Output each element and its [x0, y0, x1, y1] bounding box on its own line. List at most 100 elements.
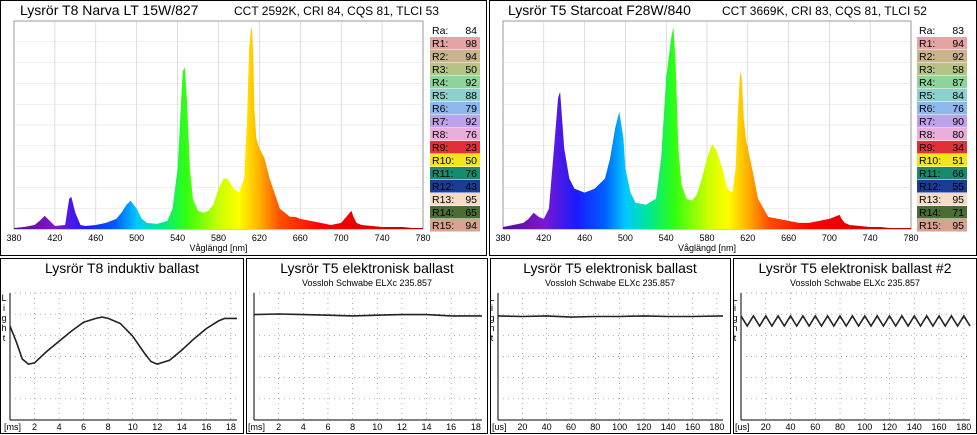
y-axis-label-char: i — [3, 303, 5, 313]
cri-label: R13: — [919, 194, 941, 206]
x-tick-label: 380 — [495, 233, 510, 243]
y-axis-label-char: h — [1, 323, 6, 333]
waveform-line — [9, 316, 237, 365]
x-tick-label: 40 — [542, 422, 552, 432]
cri-value: 58 — [952, 64, 964, 76]
x-tick-label: 180 — [709, 422, 724, 432]
x-tick-label: 10 — [372, 422, 382, 432]
cri-value: 43 — [465, 181, 477, 193]
cri-row-bg — [430, 219, 480, 232]
x-unit-label: [ms] — [4, 422, 21, 432]
cri-row-bg — [430, 89, 480, 102]
x-tick-label: 780 — [415, 233, 430, 243]
chart-title: Lysrör T5 elektronisk ballast — [523, 260, 697, 276]
x-tick-label: 20 — [517, 422, 527, 432]
waveform-line — [740, 314, 971, 328]
cri-value: 79 — [465, 103, 477, 115]
cri-row-bg — [430, 37, 480, 50]
cri-value: 80 — [952, 129, 964, 141]
x-tick-label: 120 — [882, 422, 897, 432]
cri-row-bg — [917, 206, 967, 219]
cri-row-bg — [430, 180, 480, 193]
cri-value: 95 — [952, 194, 964, 206]
y-axis-label-char: t — [491, 333, 494, 343]
x-tick-label: 2 — [276, 422, 281, 432]
cri-label: R9: — [432, 142, 448, 154]
x-tick-label: 780 — [903, 233, 918, 243]
cri-label: R3: — [919, 64, 935, 76]
cri-row-bg — [917, 115, 967, 128]
cri-label: Ra: — [432, 25, 448, 37]
x-tick-label: 18 — [226, 422, 236, 432]
cri-label: R5: — [919, 90, 935, 102]
cri-value: 83 — [952, 25, 964, 37]
scope-panel-3: Lysrör T5 elektronisk ballast Vossloh Sch… — [489, 258, 731, 434]
y-axis-label-char: L — [1, 293, 6, 303]
cri-label: R13: — [432, 194, 454, 206]
y-axis-label-char: h — [732, 323, 737, 333]
cri-value: 65 — [465, 207, 477, 219]
x-tick-label: 380 — [6, 233, 21, 243]
cri-value: 51 — [952, 155, 964, 167]
x-tick-label: 500 — [129, 233, 144, 243]
x-tick-label: 6 — [325, 422, 330, 432]
cri-row-bg — [917, 63, 967, 76]
cri-label: R6: — [432, 103, 448, 115]
cri-value: 94 — [465, 51, 477, 63]
cri-row-bg — [430, 50, 480, 63]
cri-label: R8: — [919, 129, 935, 141]
cri-value: 94 — [465, 220, 477, 232]
x-tick-label: 18 — [471, 422, 481, 432]
x-tick-label: 160 — [932, 422, 947, 432]
cri-value: 84 — [465, 25, 477, 37]
x-unit-label: [ms] — [248, 422, 265, 432]
y-axis-label-char: t — [734, 333, 737, 343]
cri-value: 88 — [465, 90, 477, 102]
cri-row-bg — [430, 63, 480, 76]
cri-value: 66 — [952, 168, 964, 180]
x-unit-label: [us] — [735, 422, 750, 432]
x-tick-label: 540 — [659, 233, 674, 243]
x-tick-label: 60 — [810, 422, 820, 432]
x-tick-label: 460 — [577, 233, 592, 243]
x-tick-label: 14 — [422, 422, 432, 432]
x-tick-label: 580 — [699, 233, 714, 243]
chart-subtitle: CCT 3669K, CRI 83, CQS 81, TLCI 52 — [722, 4, 927, 18]
spectrum-panel-1: Lysrör T8 Narva LT 15W/827 CCT 2592K, CRI… — [0, 0, 487, 256]
x-axis-label: Våglängd [nm] — [678, 243, 736, 253]
y-axis-label-char: L — [732, 293, 737, 303]
x-tick-label: 660 — [781, 233, 796, 243]
x-tick-label: 20 — [761, 422, 771, 432]
cri-value: 76 — [952, 103, 964, 115]
cri-label: R2: — [432, 51, 448, 63]
cri-row-bg — [917, 141, 967, 154]
cri-row-bg — [917, 180, 967, 193]
cri-value: 95 — [952, 220, 964, 232]
x-tick-label: 160 — [685, 422, 700, 432]
cri-value: 55 — [952, 181, 964, 193]
cri-label: R1: — [919, 38, 935, 50]
chart-subtitle: Vossloh Schwabe ELXc 235.857 — [790, 278, 920, 288]
cri-row-bg — [917, 193, 967, 206]
x-tick-label: 580 — [211, 233, 226, 243]
cri-value: 92 — [465, 77, 477, 89]
cri-row-bg — [917, 219, 967, 232]
x-tick-label: 8 — [350, 422, 355, 432]
cri-row-bg — [917, 102, 967, 115]
panel-border — [246, 258, 488, 434]
x-tick-label: 420 — [536, 233, 551, 243]
scope-panel-4: Lysrör T5 elektronisk ballast #2 Vossloh … — [732, 258, 977, 434]
x-tick-label: 620 — [740, 233, 755, 243]
cri-row-bg — [430, 128, 480, 141]
cri-row-bg — [430, 24, 480, 37]
cri-value: 71 — [952, 207, 964, 219]
cri-label: R10: — [432, 155, 454, 167]
chart-subtitle: CCT 2592K, CRI 84, CQS 81, TLCI 53 — [234, 4, 439, 18]
cri-row-bg — [430, 102, 480, 115]
cri-label: R12: — [919, 181, 941, 193]
cri-value: 50 — [465, 64, 477, 76]
cri-label: R3: — [432, 64, 448, 76]
x-tick-label: 4 — [57, 422, 62, 432]
cri-value: 90 — [952, 116, 964, 128]
